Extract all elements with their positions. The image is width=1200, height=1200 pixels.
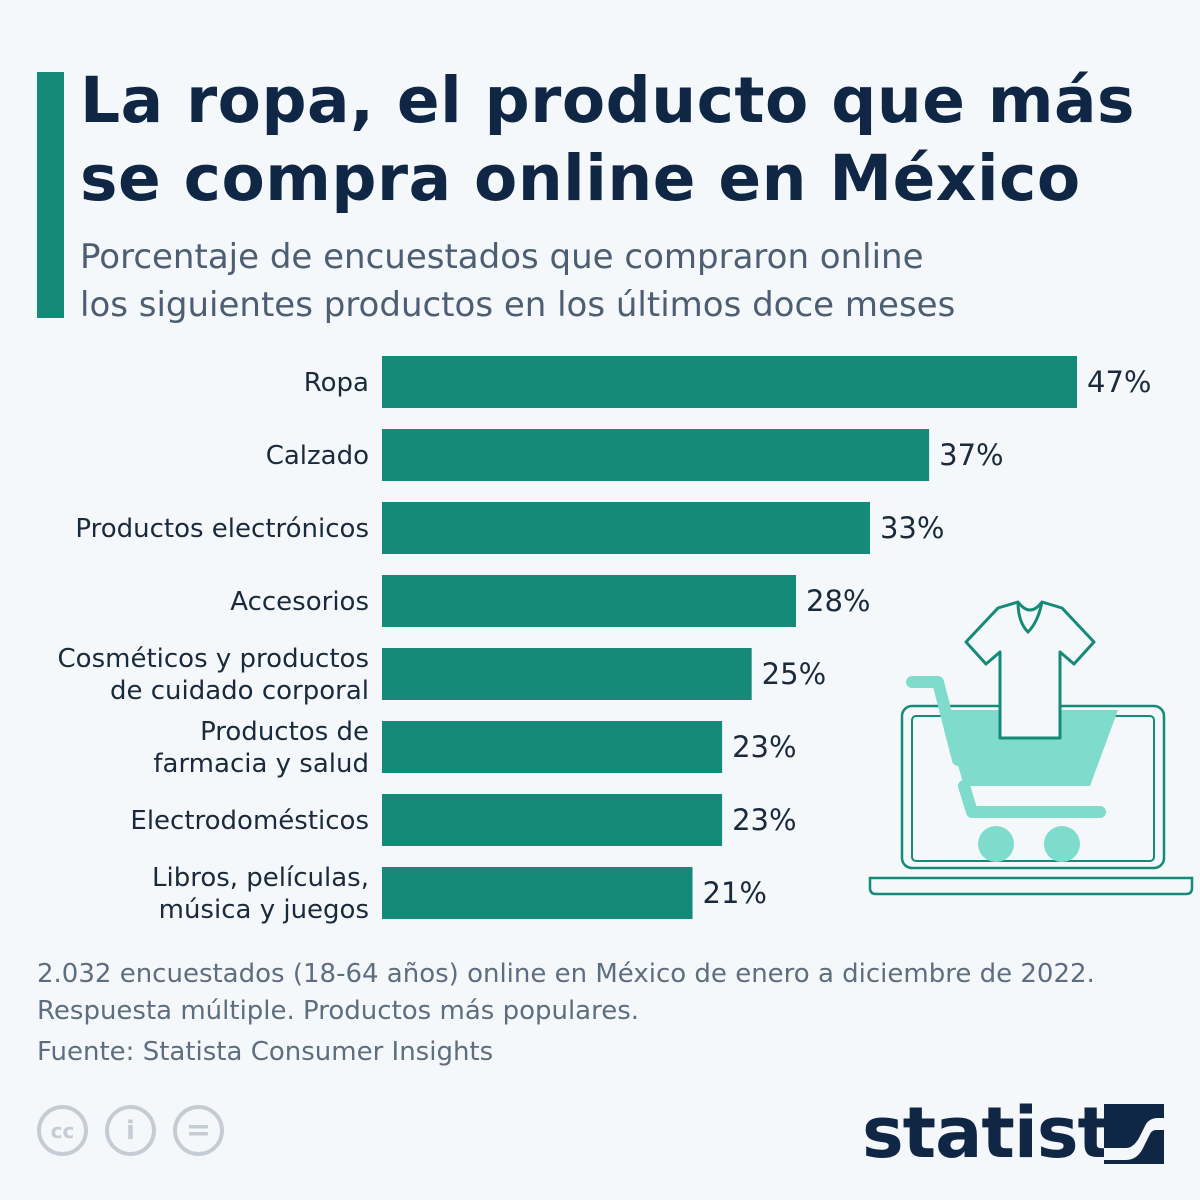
category-label-line: Electrodomésticos <box>130 806 369 836</box>
license-icons: cc i = <box>37 1105 224 1156</box>
cc-icon[interactable]: cc <box>37 1105 88 1156</box>
category-label-4: Accesorios <box>230 587 369 617</box>
title-line-1: La ropa, el producto que más <box>80 64 1136 137</box>
bar-8 <box>382 867 693 919</box>
statista-logo-icon[interactable] <box>1104 1104 1164 1164</box>
bar-1 <box>382 356 1077 408</box>
value-label-8: 21% <box>703 876 767 910</box>
subtitle-line-1: Porcentaje de encuestados que compraron … <box>80 237 924 277</box>
category-label-7: Electrodomésticos <box>130 806 369 836</box>
category-label-line: Cosméticos y productos <box>58 644 369 674</box>
category-label-line: Productos de <box>200 717 369 747</box>
value-label-7: 23% <box>732 803 796 837</box>
category-label-1: Ropa <box>304 368 369 398</box>
category-label-2: Calzado <box>266 441 369 471</box>
category-label-line: de cuidado corporal <box>110 676 369 706</box>
source-text: Fuente: Statista Consumer Insights <box>37 1037 494 1067</box>
bar-3 <box>382 502 870 554</box>
category-label-line: farmacia y salud <box>153 749 369 779</box>
subtitle-line-2: los siguientes productos en los últimos … <box>80 285 956 325</box>
value-label-3: 33% <box>880 511 944 545</box>
category-label-line: música y juegos <box>159 895 369 925</box>
value-label-1: 47% <box>1087 365 1151 399</box>
category-label-line: Accesorios <box>230 587 369 617</box>
bar-chart: 47% Ropa 37% Calzado 33% Productos electrónic… <box>58 356 1151 925</box>
category-label-3: Productos electrónicos <box>75 514 369 544</box>
category-label-line: Libros, películas, <box>152 863 369 893</box>
no-derivatives-icon[interactable]: = <box>173 1105 224 1156</box>
category-label-line: Ropa <box>304 368 369 398</box>
footnote-line-2: Respuesta múltiple. Productos más popula… <box>37 996 640 1026</box>
bar-7 <box>382 794 723 846</box>
footnote: 2.032 encuestados (18-64 años) online en… <box>37 956 1177 1030</box>
category-label-line: Calzado <box>266 441 369 471</box>
attribution-icon[interactable]: i <box>105 1105 156 1156</box>
accent-bar <box>37 72 64 318</box>
value-label-4: 28% <box>806 584 870 618</box>
page-title: La ropa, el producto que más se compra o… <box>80 62 1180 218</box>
title-line-2: se compra online en México <box>80 142 1081 215</box>
category-label-8: Libros, películas, música y juegos <box>152 863 369 925</box>
value-label-2: 37% <box>939 438 1003 472</box>
bar-4 <box>382 575 797 627</box>
category-label-line: Productos electrónicos <box>75 514 369 544</box>
shopping-cart-laptop-icon <box>868 600 1194 896</box>
category-label-6: Productos de farmacia y salud <box>153 717 369 779</box>
value-label-6: 23% <box>732 730 796 764</box>
bar-5 <box>382 648 752 700</box>
value-label-5: 25% <box>762 657 826 691</box>
bar-2 <box>382 429 930 481</box>
category-label-5: Cosméticos y productos de cuidado corpora… <box>58 644 369 706</box>
page-subtitle: Porcentaje de encuestados que compraron … <box>80 233 1180 329</box>
footnote-line-1: 2.032 encuestados (18-64 años) online en… <box>37 959 1095 989</box>
bar-6 <box>382 721 723 773</box>
